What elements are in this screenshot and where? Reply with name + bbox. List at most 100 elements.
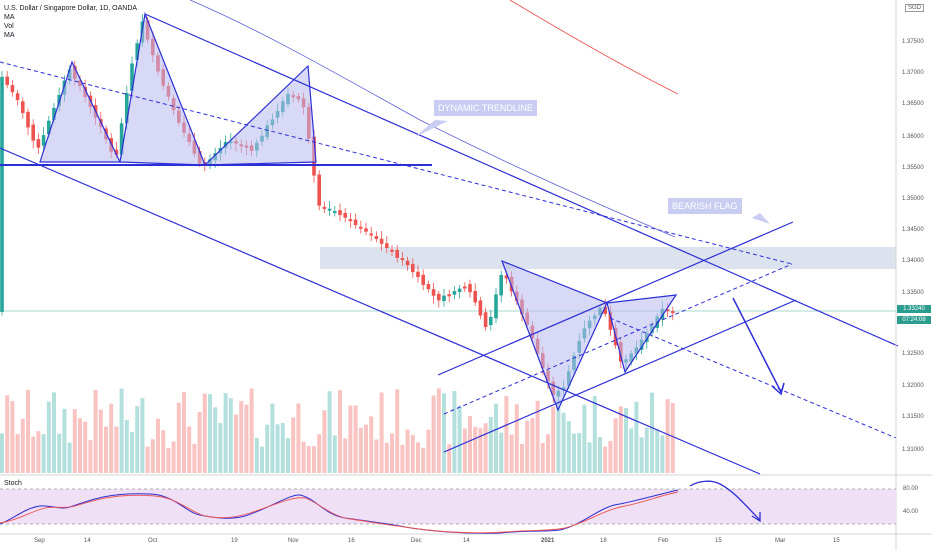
volume-bar	[462, 428, 467, 473]
volume-bar	[182, 392, 186, 473]
currency-badge[interactable]: SGD	[905, 4, 925, 12]
candle-body	[603, 306, 607, 315]
bearish-arrow-head	[771, 382, 785, 396]
time-tick-label: 16	[348, 538, 355, 544]
volume-bar	[31, 436, 36, 473]
volume-bar	[130, 432, 134, 473]
candle-body	[317, 174, 321, 206]
candle-body	[665, 309, 670, 312]
pattern-head	[119, 11, 206, 166]
candle-body	[499, 274, 503, 296]
volume-bar	[400, 444, 405, 473]
volume-bar	[280, 422, 285, 473]
candle-body	[379, 238, 384, 244]
volume-bar	[364, 424, 368, 473]
volume-bar	[488, 417, 493, 473]
candle-body	[359, 226, 363, 229]
time-tick-label: 14	[84, 538, 91, 544]
volume-bar	[343, 438, 348, 473]
volume-bar	[36, 431, 41, 473]
volume-bar	[613, 418, 618, 473]
candle-body	[457, 288, 462, 292]
volume-bar	[395, 389, 400, 473]
symbol-title[interactable]: U.S. Dollar / Singapore Dollar, 1D, OAND…	[4, 5, 138, 12]
candle-body	[478, 300, 483, 316]
candle-body	[405, 260, 410, 266]
volume-bar	[592, 395, 597, 473]
volume-bar	[260, 446, 264, 473]
bearish-arrow	[732, 297, 782, 393]
volume-bar	[624, 408, 628, 473]
stoch-band	[0, 489, 896, 524]
time-tick-label: Sep	[34, 538, 45, 544]
dynamic-trendline	[144, 13, 899, 347]
dynamic-trendline-label[interactable]: DYNAMIC TRENDLINE	[434, 100, 537, 116]
volume-bar	[634, 401, 639, 473]
candle-body	[31, 124, 35, 141]
volume-bar	[660, 435, 665, 473]
volume-bar	[46, 401, 51, 473]
volume-bar	[218, 423, 223, 473]
volume-bar	[431, 395, 436, 473]
chart-header: U.S. Dollar / Singapore Dollar, 1D, OAND…	[4, 4, 137, 40]
volume-bar	[577, 433, 582, 473]
volume-bar	[119, 388, 124, 473]
volume-bar	[41, 434, 46, 473]
volume-bar	[639, 437, 644, 473]
indicator-ma-1[interactable]: MA	[4, 14, 15, 21]
candle-body	[348, 219, 353, 222]
volume-bar	[114, 426, 119, 473]
candle-body	[135, 43, 139, 60]
volume-bar	[15, 433, 20, 473]
candle-body	[671, 311, 675, 314]
price-tick-label: 1.32000	[902, 383, 924, 389]
volume-bar	[499, 432, 504, 473]
indicator-vol[interactable]: Vol	[4, 23, 14, 30]
mid-dashed-line	[0, 61, 793, 265]
volume-bar	[504, 396, 509, 473]
volume-bar	[509, 434, 514, 473]
bearish-flag-label[interactable]: BEARISH FLAG	[668, 198, 742, 214]
candle-body	[483, 312, 488, 328]
volume-bar	[582, 404, 587, 473]
candle-body	[327, 208, 332, 211]
volume-bar	[296, 403, 301, 473]
volume-bar	[566, 421, 571, 473]
volume-bar	[10, 401, 15, 473]
volume-bar	[358, 427, 363, 473]
volume-bar	[140, 398, 145, 473]
volume-bar	[0, 433, 4, 473]
stoch-title[interactable]: Stoch	[4, 480, 22, 487]
volume-bar	[78, 418, 82, 473]
volume-bar	[670, 402, 675, 473]
lower-trendline	[0, 147, 761, 475]
volume-bar	[598, 437, 602, 473]
candle-body	[125, 93, 129, 124]
volume-bar	[410, 435, 415, 473]
indicator-ma-2[interactable]: MA	[4, 32, 15, 39]
volume-bar	[603, 446, 608, 473]
volume-bar	[468, 416, 472, 473]
volume-bar	[171, 441, 176, 473]
candle-body	[494, 294, 498, 319]
volume-bar	[384, 442, 389, 473]
current-price-badge: 1.33240	[897, 305, 931, 313]
volume-bar	[317, 434, 322, 473]
candle-body	[369, 233, 373, 236]
volume-bar	[494, 403, 498, 473]
volume-bar	[72, 409, 77, 473]
volume-bar	[98, 409, 103, 473]
candle-body	[442, 295, 446, 302]
time-tick-label: 15	[715, 538, 722, 544]
candle-body	[15, 93, 20, 101]
volume-bar	[608, 440, 613, 473]
stoch-level-80: 80.00	[903, 486, 919, 492]
candle-body	[26, 111, 30, 128]
volume-bar	[421, 447, 426, 473]
candle-body	[411, 263, 415, 273]
volume-bar	[234, 414, 238, 473]
volume-bar	[332, 435, 337, 473]
volume-bar	[514, 404, 519, 473]
candle-body	[36, 139, 41, 148]
